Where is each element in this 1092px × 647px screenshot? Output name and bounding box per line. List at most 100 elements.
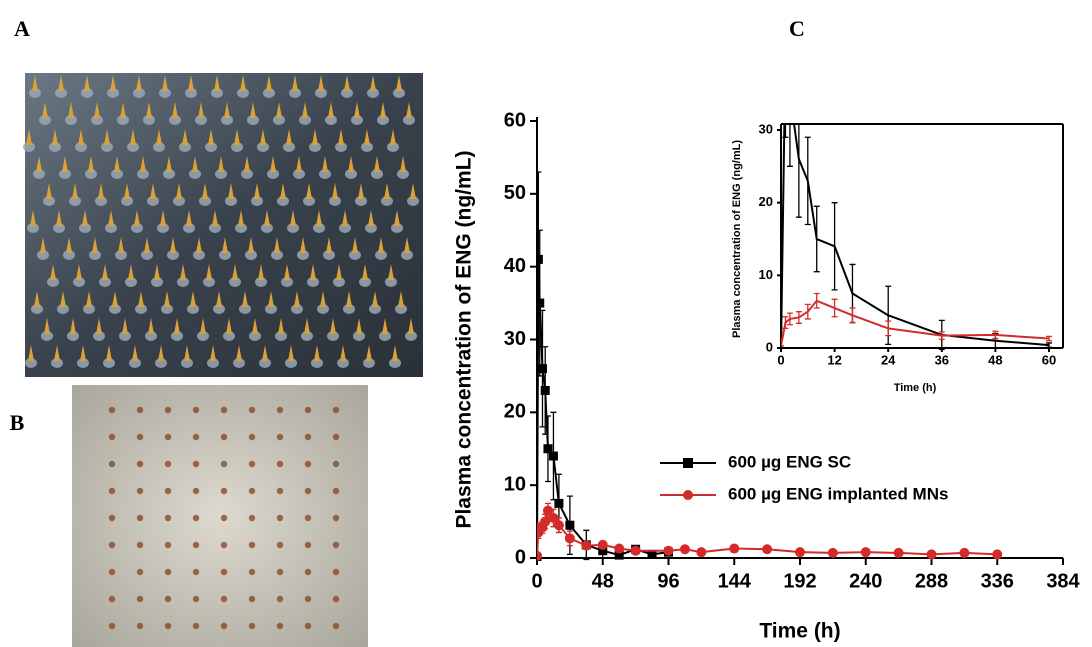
marker <box>554 498 564 508</box>
needle-base <box>107 88 119 98</box>
needle-base <box>75 142 87 152</box>
needle-tip <box>266 75 272 91</box>
needle-base <box>197 331 209 341</box>
needle-base <box>39 115 51 125</box>
needle-base <box>53 223 65 233</box>
needle-tip <box>68 102 74 118</box>
needle-base <box>365 223 377 233</box>
x-tick-label: 96 <box>657 570 679 592</box>
needle-tip <box>80 345 86 361</box>
needle-base <box>389 358 401 368</box>
marker <box>679 544 690 555</box>
y-tick-label: 20 <box>759 194 773 209</box>
needle-base <box>173 196 185 206</box>
needle-base <box>313 223 325 233</box>
spot <box>136 406 144 414</box>
needle-tip <box>146 102 152 118</box>
spot <box>248 595 256 603</box>
spot <box>248 406 256 414</box>
needle-base <box>131 223 143 233</box>
needle-base <box>393 88 405 98</box>
photo-a-needles <box>23 75 419 368</box>
spot <box>108 568 116 576</box>
needle-base <box>307 277 319 287</box>
needle-tip <box>188 75 194 91</box>
error-bar <box>831 298 838 318</box>
needle-tip <box>290 210 296 226</box>
needle-tip <box>262 345 268 361</box>
needle-base <box>345 169 357 179</box>
needle-tip <box>112 291 118 307</box>
needle-tip <box>206 264 212 280</box>
needle-tip <box>164 291 170 307</box>
needle-tip <box>236 345 242 361</box>
y-tick-label: 30 <box>759 121 773 136</box>
spot <box>192 622 200 630</box>
needle-tip <box>174 318 180 334</box>
marker <box>598 546 608 556</box>
needle-base <box>77 358 89 368</box>
x-tick-label: 12 <box>827 352 841 367</box>
needle-tip <box>70 318 76 334</box>
marker <box>537 364 547 374</box>
needle-tip <box>388 264 394 280</box>
needle-base <box>69 196 81 206</box>
needle-tip <box>196 237 202 253</box>
needle-base <box>115 250 127 260</box>
needle-base <box>145 331 157 341</box>
needle-tip <box>234 129 240 145</box>
needle-base <box>371 169 383 179</box>
needle-base <box>285 358 297 368</box>
needle-base <box>143 115 155 125</box>
spot <box>220 622 228 630</box>
needle-tip <box>342 210 348 226</box>
needle-base <box>163 169 175 179</box>
needle-tip <box>212 210 218 226</box>
needle-base <box>29 88 41 98</box>
spot <box>136 514 144 522</box>
spot <box>276 568 284 576</box>
needle-base <box>151 277 163 287</box>
needle-tip <box>278 318 284 334</box>
spot <box>248 487 256 495</box>
spot <box>248 568 256 576</box>
needle-tip <box>102 264 108 280</box>
marker <box>537 550 542 561</box>
needle-base <box>225 196 237 206</box>
needle-tip <box>312 129 318 145</box>
spot <box>332 514 340 522</box>
needle-base <box>259 358 271 368</box>
needle-base <box>133 88 145 98</box>
needle-base <box>91 115 103 125</box>
needle-tip <box>42 102 48 118</box>
needle-tip <box>76 264 82 280</box>
needle-base <box>89 250 101 260</box>
needle-base <box>299 115 311 125</box>
needle-tip <box>110 75 116 91</box>
error-bar <box>804 136 811 226</box>
spot <box>220 595 228 603</box>
needle-tip <box>218 156 224 172</box>
needle-base <box>293 169 305 179</box>
needle-tip <box>140 156 146 172</box>
spot <box>304 487 312 495</box>
needle-base <box>147 196 159 206</box>
needle-tip <box>240 75 246 91</box>
needle-tip <box>82 210 88 226</box>
y-tick-label: 10 <box>759 267 773 282</box>
marker <box>647 549 657 559</box>
spot <box>220 406 228 414</box>
needle-tip <box>306 183 312 199</box>
legend-label: 600 µg ENG SC <box>728 452 851 471</box>
needle-base <box>277 196 289 206</box>
spot <box>304 406 312 414</box>
needle-base <box>95 196 107 206</box>
y-tick-label: 20 <box>504 401 526 423</box>
needle-base <box>403 115 415 125</box>
legend-label: 600 µg ENG implanted MNs <box>728 484 948 503</box>
needle-base <box>129 358 141 368</box>
spot <box>164 487 172 495</box>
spot <box>332 595 340 603</box>
y-tick-label: 0 <box>766 339 773 354</box>
needle-base <box>249 331 261 341</box>
